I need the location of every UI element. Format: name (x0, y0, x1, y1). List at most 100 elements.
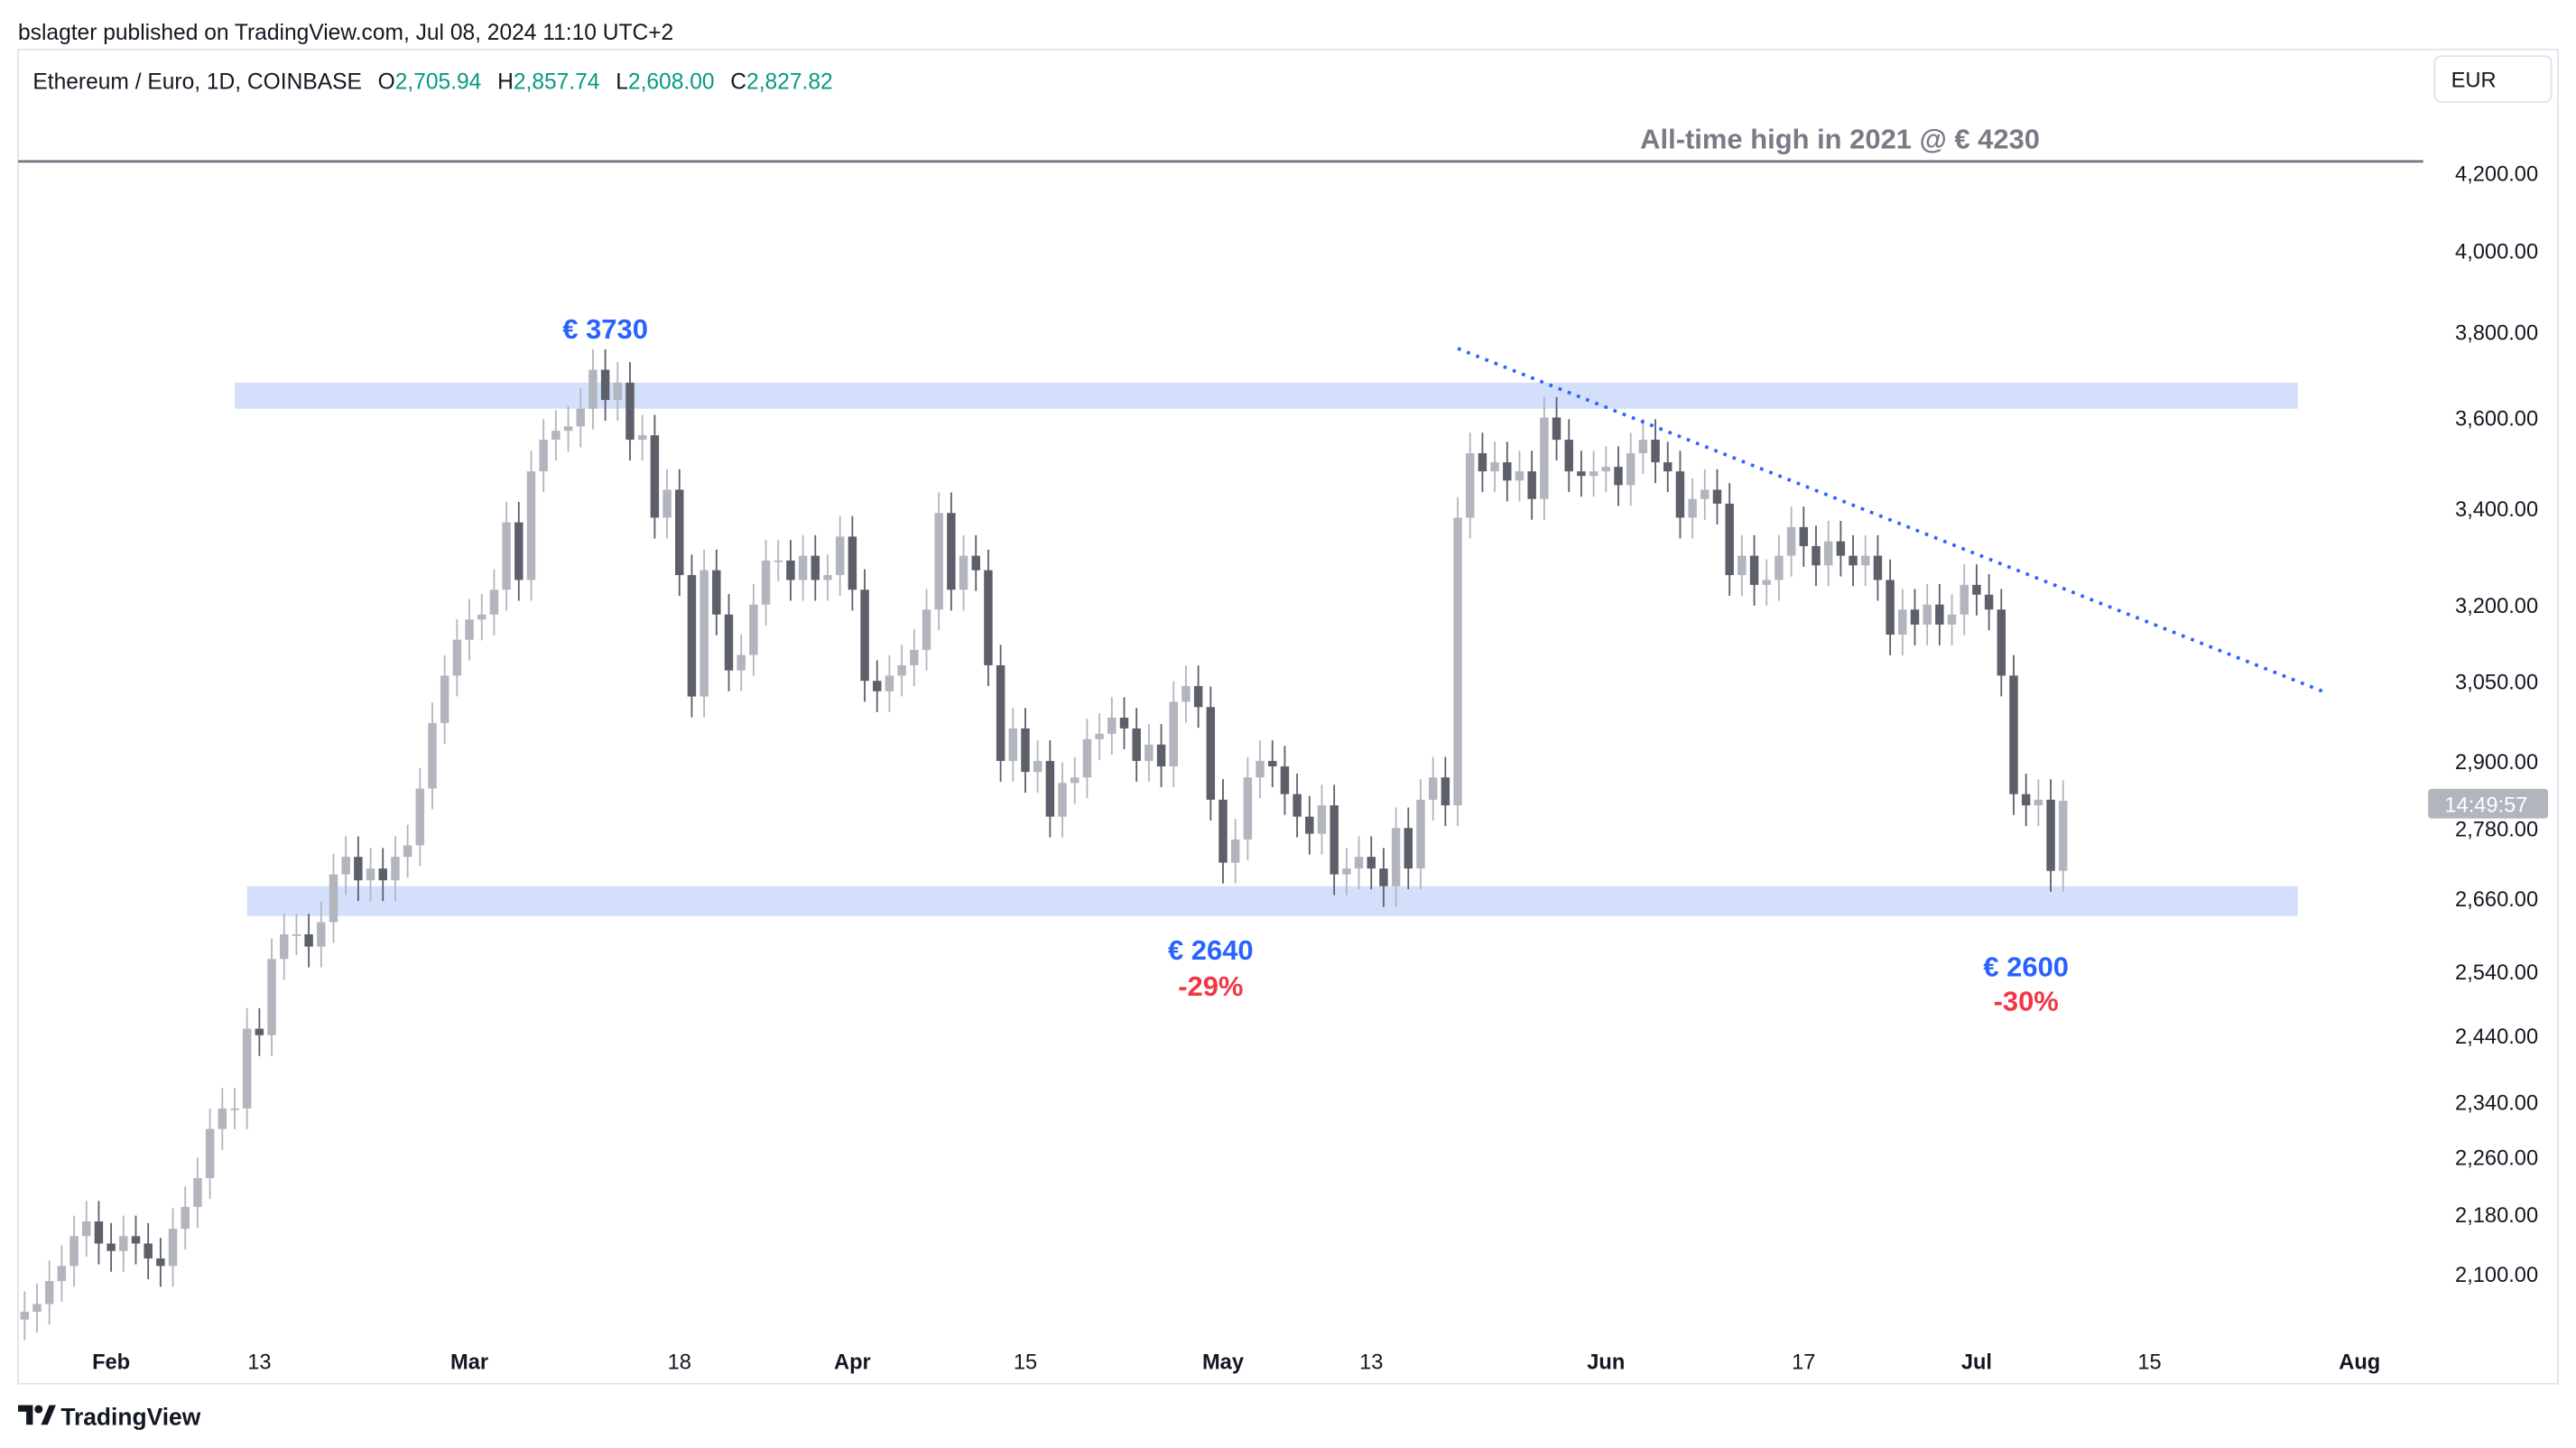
candle[interactable] (514, 501, 524, 601)
candle[interactable] (1219, 779, 1228, 884)
candle[interactable] (1243, 756, 1253, 860)
candle[interactable] (477, 594, 486, 641)
candle[interactable] (1527, 450, 1536, 520)
candle[interactable] (687, 554, 697, 718)
candle[interactable] (242, 1007, 252, 1129)
candle[interactable] (724, 594, 734, 692)
candle[interactable] (1786, 506, 1796, 577)
candle[interactable] (1354, 836, 1364, 890)
candle[interactable] (1552, 396, 1561, 461)
price-zone[interactable] (234, 382, 2298, 409)
candle[interactable] (255, 1007, 264, 1056)
candle[interactable] (44, 1260, 54, 1325)
candle[interactable] (1230, 819, 1240, 884)
candle[interactable] (712, 549, 721, 636)
currency-button[interactable]: EUR (2433, 55, 2553, 103)
candle[interactable] (378, 848, 387, 902)
candle[interactable] (168, 1208, 178, 1287)
candle[interactable] (637, 414, 647, 461)
candle[interactable] (2034, 779, 2043, 827)
candle[interactable] (94, 1201, 104, 1265)
candle[interactable] (823, 554, 832, 601)
candle[interactable] (1193, 665, 1203, 729)
candle[interactable] (82, 1201, 91, 1258)
candle[interactable] (452, 618, 462, 697)
candle[interactable] (700, 549, 709, 718)
candle[interactable] (489, 569, 499, 636)
candle[interactable] (650, 414, 660, 539)
candle[interactable] (774, 540, 783, 581)
candle[interactable] (317, 901, 326, 968)
candle[interactable] (1886, 559, 1895, 656)
candle[interactable] (1119, 697, 1129, 749)
candle[interactable] (1923, 583, 1932, 645)
candle[interactable] (1626, 432, 1635, 506)
candle[interactable] (1515, 450, 1524, 502)
candle[interactable] (1256, 740, 1265, 799)
candle[interactable] (1849, 534, 1858, 587)
candle[interactable] (341, 836, 350, 896)
candle[interactable] (737, 634, 746, 692)
candle[interactable] (1144, 724, 1154, 782)
candle[interactable] (526, 450, 536, 601)
candle[interactable] (1058, 762, 1067, 838)
candle[interactable] (32, 1283, 42, 1333)
candle[interactable] (551, 410, 561, 461)
candle[interactable] (749, 583, 758, 676)
candle[interactable] (1367, 836, 1376, 890)
candle[interactable] (2021, 773, 2031, 827)
candle[interactable] (1799, 506, 1809, 567)
candle[interactable] (1774, 534, 1784, 601)
price-axis[interactable]: 4,200.00 4,000.00 3,800.00 3,600.00 3,400.00… (2455, 162, 2538, 1286)
candle[interactable] (1564, 419, 1573, 493)
candle[interactable] (1947, 594, 1957, 645)
tradingview-logo[interactable]: TradingView (18, 1403, 201, 1430)
candle[interactable] (329, 853, 338, 943)
candle[interactable] (1404, 807, 1413, 890)
candle[interactable] (1503, 441, 1512, 502)
candle[interactable] (20, 1291, 30, 1341)
candle[interactable] (1305, 795, 1314, 855)
candle[interactable] (1330, 784, 1339, 896)
candle[interactable] (910, 629, 919, 686)
candle[interactable] (2059, 780, 2068, 892)
candle[interactable] (1453, 497, 1462, 827)
candle[interactable] (1416, 779, 1425, 890)
candle[interactable] (502, 501, 511, 611)
candle[interactable] (1428, 756, 1438, 821)
candle[interactable] (193, 1157, 202, 1228)
candle[interactable] (947, 492, 956, 611)
candle[interactable] (1070, 756, 1080, 804)
candle[interactable] (1466, 432, 1475, 539)
candle[interactable] (107, 1222, 116, 1272)
candle[interactable] (1391, 807, 1401, 907)
candle[interactable] (873, 660, 882, 712)
candle[interactable] (1045, 740, 1055, 838)
candle[interactable] (119, 1215, 128, 1272)
candle[interactable] (280, 914, 289, 980)
candle[interactable] (971, 534, 980, 591)
candle[interactable] (1823, 520, 1833, 587)
candle[interactable] (1008, 708, 1018, 782)
candle[interactable] (1960, 564, 1969, 636)
candle[interactable] (1206, 686, 1216, 821)
candle[interactable] (354, 836, 363, 902)
candle[interactable] (1033, 740, 1042, 794)
candle[interactable] (539, 419, 548, 493)
candle[interactable] (613, 362, 623, 422)
candle[interactable] (1540, 396, 1549, 520)
candle[interactable] (267, 938, 276, 1056)
candle[interactable] (1638, 419, 1648, 475)
candle[interactable] (576, 388, 585, 448)
candle[interactable] (1614, 446, 1623, 506)
candle[interactable] (835, 515, 845, 597)
candle[interactable] (563, 405, 573, 452)
candle[interactable] (996, 645, 1005, 782)
candle[interactable] (440, 654, 449, 744)
candle[interactable] (304, 914, 313, 968)
candle[interactable] (675, 469, 684, 597)
candle[interactable] (897, 645, 906, 697)
candle[interactable] (131, 1215, 141, 1265)
candle[interactable] (1898, 589, 1907, 656)
candle[interactable] (1910, 589, 1920, 645)
